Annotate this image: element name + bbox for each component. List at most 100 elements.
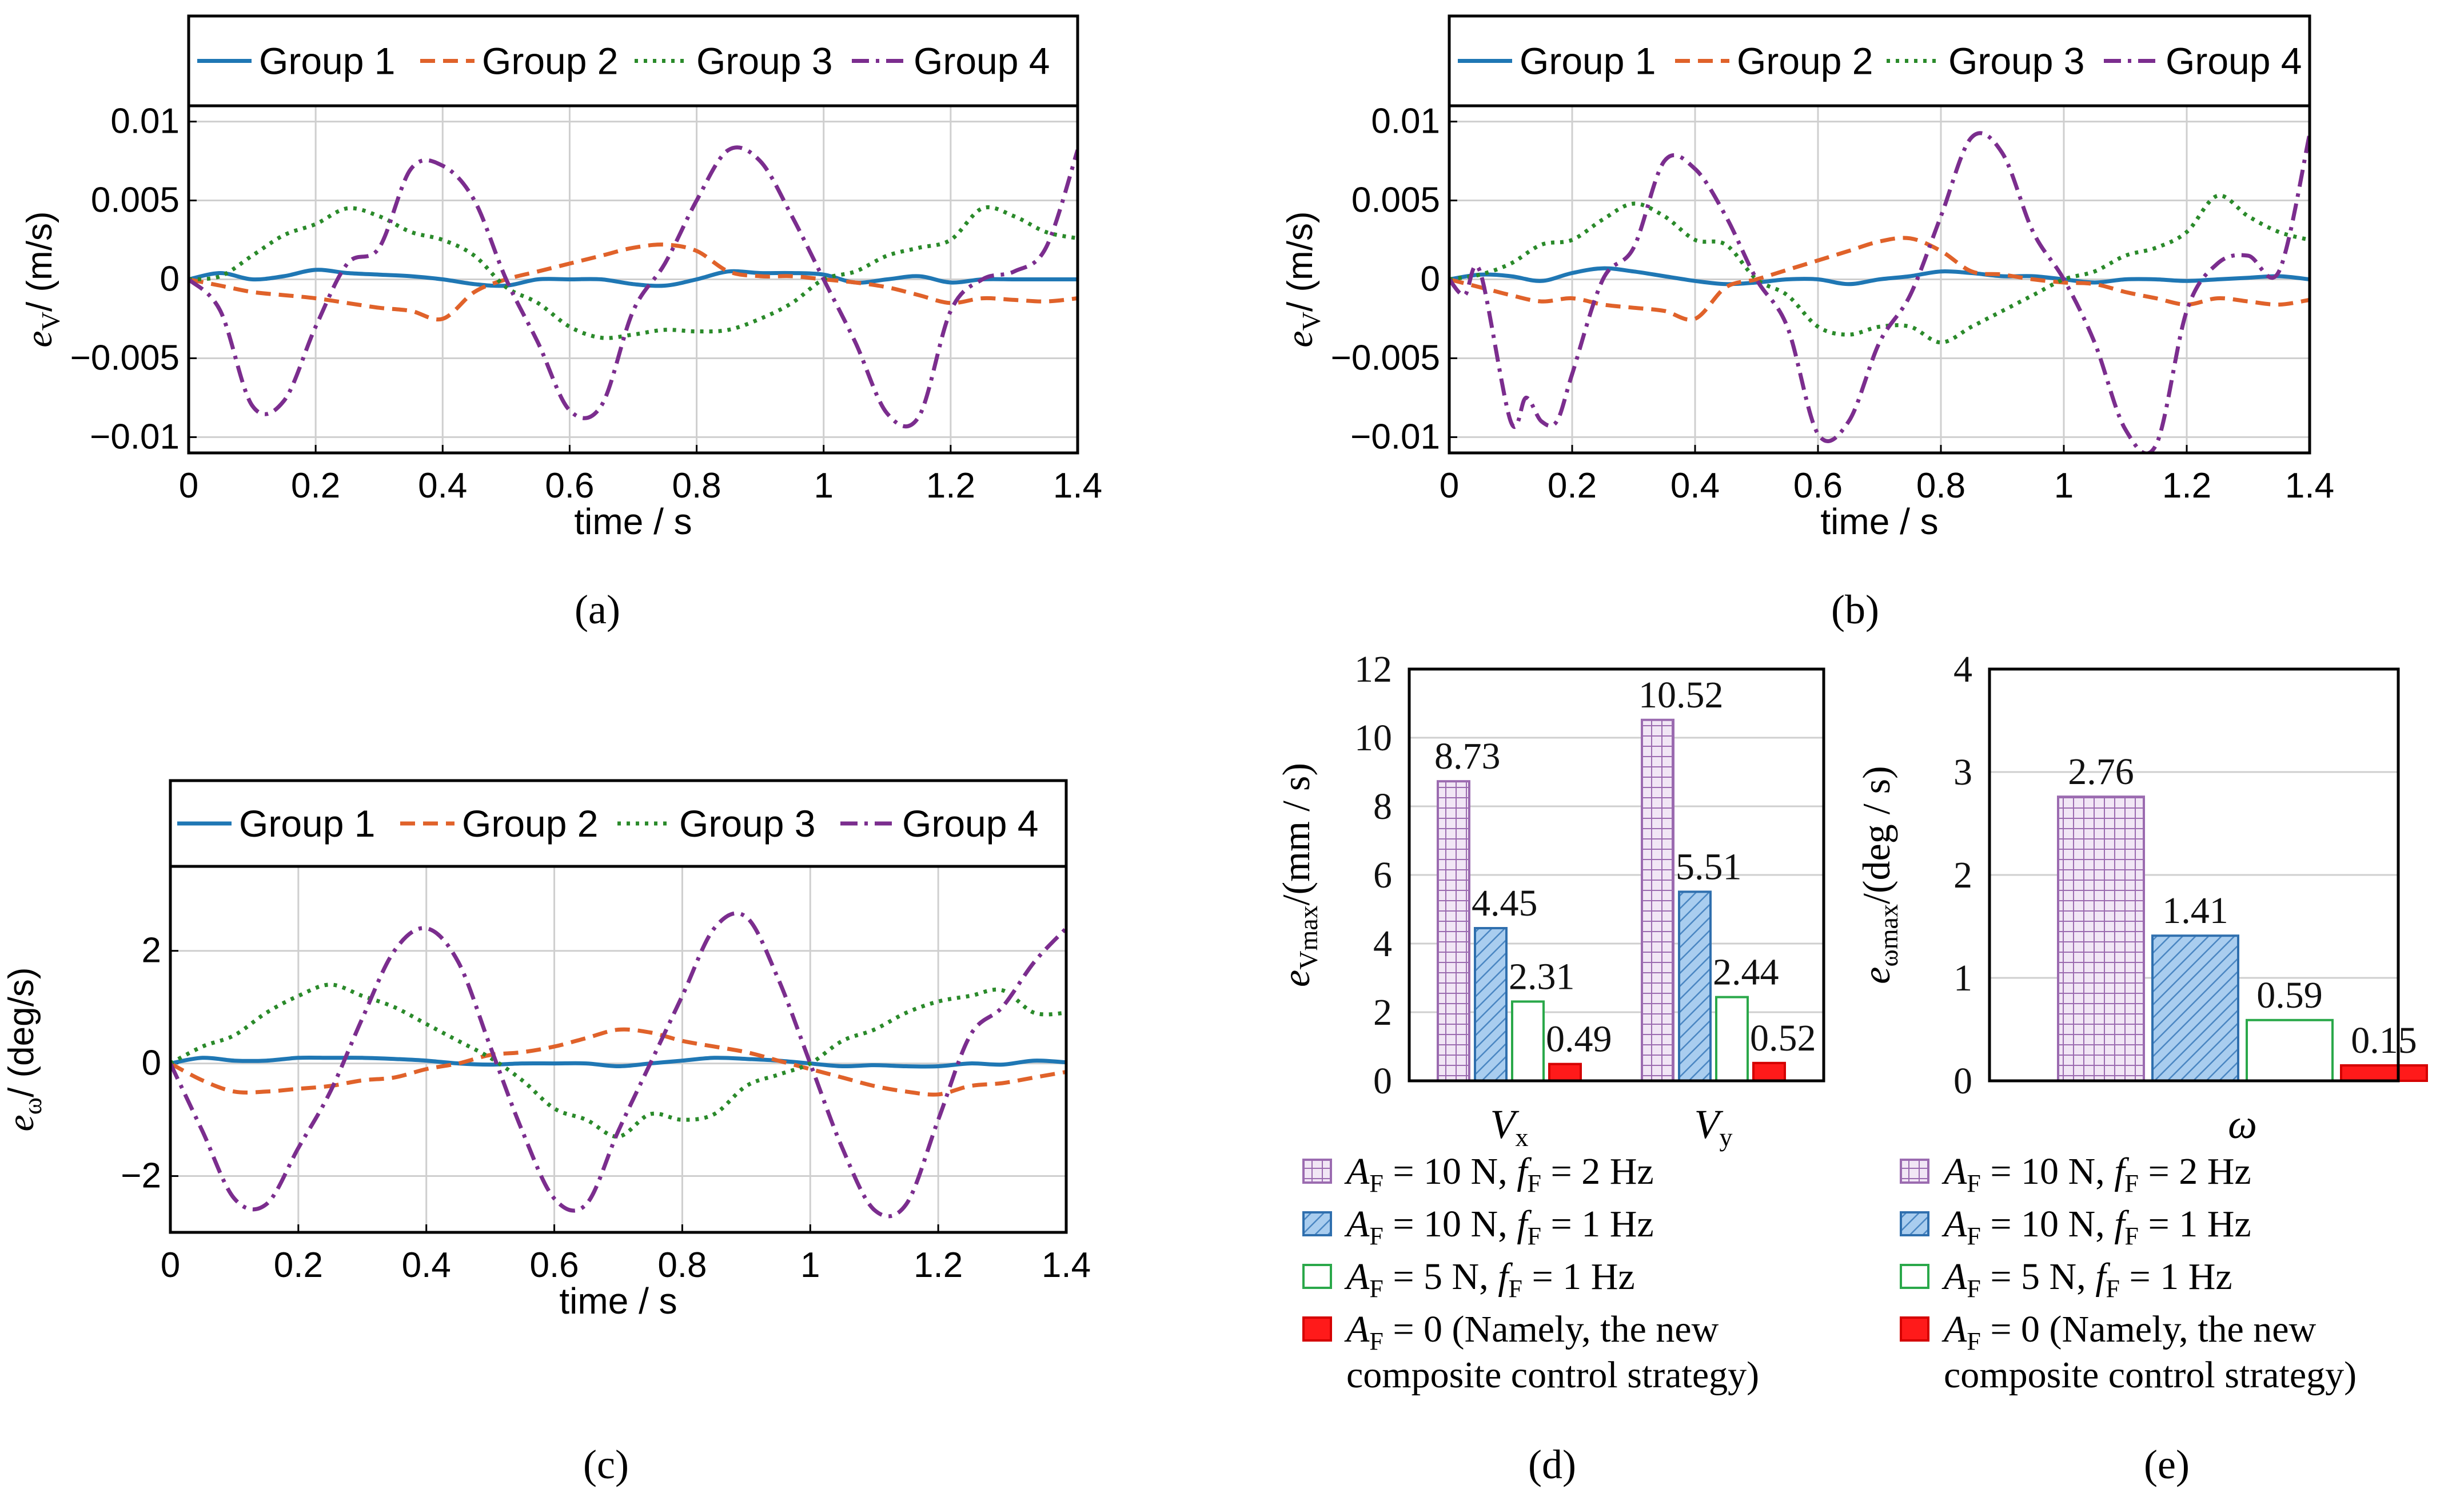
legend-var: A bbox=[1344, 1256, 1370, 1298]
x-tick-label: 0.2 bbox=[1548, 466, 1597, 506]
series-line-group-1 bbox=[189, 268, 1078, 288]
legend-label-group-2: Group 2 bbox=[482, 40, 618, 82]
y-tick-label: −0.005 bbox=[70, 338, 180, 377]
data-label: 2.31 bbox=[1509, 956, 1575, 997]
caption-d: (d) bbox=[1528, 1442, 1576, 1487]
legend-label-group-3: Group 3 bbox=[679, 802, 815, 845]
x-tick-label: 0 bbox=[1440, 466, 1459, 506]
legend-text: = 1 Hz bbox=[1522, 1256, 1635, 1298]
legend-label-group-4: Group 4 bbox=[2166, 40, 2302, 82]
y-axis-label-sub: V bbox=[1297, 312, 1326, 331]
y-tick-label: 2 bbox=[142, 931, 161, 970]
legend-swatch-3 bbox=[1900, 1264, 1929, 1289]
series-line-group-1 bbox=[170, 1055, 1066, 1069]
legend-text: = 2 Hz bbox=[1541, 1151, 1654, 1192]
data-label: 8.73 bbox=[1434, 735, 1501, 777]
x-tick-label: 0 bbox=[179, 466, 198, 506]
bar-d-series2-cat1 bbox=[1474, 927, 1508, 1082]
y-axis-label-unit: / (m/s) bbox=[20, 211, 59, 312]
legend-var-sub: F bbox=[1369, 1275, 1383, 1303]
legend-var-sub: F bbox=[1967, 1222, 1980, 1250]
data-label: 0.49 bbox=[1546, 1018, 1612, 1060]
y-axis-label-unit: / (m/s) bbox=[1281, 211, 1320, 312]
category-label-main: V bbox=[1695, 1101, 1724, 1147]
bar-e-series3-cat1 bbox=[2246, 1018, 2334, 1083]
x-tick-label: 0.4 bbox=[1670, 466, 1720, 506]
x-axis-label: time / s bbox=[559, 1280, 677, 1322]
y-tick-label: 2 bbox=[1953, 854, 1972, 896]
legend-var-sub: F bbox=[1509, 1275, 1522, 1303]
x-tick-label: 1 bbox=[814, 466, 833, 506]
x-tick-label: 1.4 bbox=[2285, 466, 2334, 506]
x-tick-label: 0.2 bbox=[291, 466, 340, 506]
legend-text: = 10 N, bbox=[1981, 1203, 2114, 1245]
legend-swatch-1 bbox=[1302, 1159, 1332, 1184]
y-axis-label: eV/ (m/s) bbox=[18, 211, 65, 347]
legend-var-sub: F bbox=[1528, 1222, 1541, 1250]
y-axis-label: eω/ (deg/s) bbox=[0, 968, 47, 1132]
data-label: 4.45 bbox=[1472, 882, 1538, 924]
x-tick-label: 0 bbox=[161, 1246, 180, 1285]
legend-var-sub: F bbox=[2106, 1275, 2120, 1303]
y-axis-label-unit: /(mm / s) bbox=[1274, 763, 1318, 905]
caption-c: (c) bbox=[583, 1442, 629, 1487]
legend-text: = 5 N, bbox=[1383, 1256, 1498, 1298]
legend-label-3: AF = 5 N, fF = 1 Hz bbox=[1344, 1256, 1635, 1303]
x-tick-label: 1 bbox=[2054, 466, 2074, 506]
x-tick-label: 0.4 bbox=[418, 466, 467, 506]
y-axis-label-unit: / (deg/s) bbox=[2, 968, 41, 1097]
bar-d-series3-cat2 bbox=[1715, 996, 1749, 1082]
legend-label-continuation: composite control strategy) bbox=[1346, 1354, 1759, 1396]
legend-var-sub: F bbox=[1528, 1169, 1541, 1197]
x-tick-label: 1.4 bbox=[1053, 466, 1102, 506]
y-tick-label: 4 bbox=[1953, 648, 1972, 690]
category-label: Vx bbox=[1490, 1101, 1529, 1152]
series-line-group-4 bbox=[189, 145, 1078, 429]
legend-var-sub: F bbox=[1967, 1169, 1980, 1197]
series-line-group-4 bbox=[170, 911, 1066, 1219]
legend-box bbox=[1448, 14, 2311, 108]
legend-label-group-1: Group 1 bbox=[259, 40, 395, 82]
series-line-group-3 bbox=[170, 982, 1066, 1139]
bar-d-series4-cat1 bbox=[1548, 1063, 1582, 1082]
category-label-sub: x bbox=[1515, 1123, 1528, 1152]
category-label-main: V bbox=[1490, 1101, 1520, 1147]
legend-swatch-4 bbox=[1302, 1316, 1332, 1342]
chart-b: 0 0.2 0.4 0.6 0.8 1 1.2 1.4 −0.01 −0.005 0 0.005 0.0… bbox=[1279, 14, 2334, 632]
legend-swatch-2 bbox=[1900, 1211, 1929, 1236]
y-axis-label: eVmax/(mm / s) bbox=[1274, 763, 1323, 987]
data-label: 2.76 bbox=[2068, 751, 2134, 793]
bar-e-series4-cat1 bbox=[2340, 1064, 2428, 1082]
x-tick-label: 0.6 bbox=[1793, 466, 1843, 506]
bar-e-series2-cat1 bbox=[2151, 934, 2239, 1082]
legend-var-sub: F bbox=[1967, 1275, 1980, 1303]
legend-var-sub: F bbox=[1967, 1327, 1980, 1355]
legend-var-sub: F bbox=[2125, 1169, 2139, 1197]
bar-e-series1-cat1 bbox=[2057, 795, 2145, 1082]
y-tick-label: 12 bbox=[1354, 648, 1392, 690]
y-tick-label: 1 bbox=[1953, 957, 1972, 999]
category-label: Vy bbox=[1695, 1101, 1733, 1152]
legend-var: A bbox=[1941, 1151, 1967, 1192]
y-tick-label: 0.01 bbox=[110, 102, 180, 141]
y-tick-label: 0 bbox=[1373, 1060, 1392, 1102]
legend-text: = 5 N, bbox=[1981, 1256, 2095, 1298]
x-tick-label: 0.2 bbox=[274, 1246, 323, 1285]
y-axis-label: eωmax/(deg / s) bbox=[1855, 766, 1903, 984]
legend-swatch-1 bbox=[1900, 1159, 1929, 1184]
x-tick-label: 0.8 bbox=[657, 1246, 707, 1285]
legend-label-1: AF = 10 N, fF = 2 Hz bbox=[1344, 1151, 1654, 1197]
legend-var-sub: F bbox=[2125, 1222, 2139, 1250]
category-label-sub: y bbox=[1719, 1123, 1732, 1152]
y-tick-label: 0.01 bbox=[1371, 102, 1440, 141]
caption-e: (e) bbox=[2144, 1442, 2190, 1487]
x-tick-label: 0.6 bbox=[545, 466, 594, 506]
legend-label-2: AF = 10 N, fF = 1 Hz bbox=[1344, 1203, 1654, 1250]
legend-text: = 10 N, bbox=[1383, 1151, 1517, 1192]
series-line-group-3 bbox=[1449, 193, 2310, 345]
data-label: 10.52 bbox=[1638, 674, 1724, 716]
y-tick-label: 0 bbox=[142, 1044, 161, 1083]
legend-label-continuation: composite control strategy) bbox=[1944, 1354, 2357, 1396]
x-tick-label: 1.2 bbox=[914, 1246, 963, 1285]
series-line-group-4 bbox=[1449, 131, 2310, 453]
